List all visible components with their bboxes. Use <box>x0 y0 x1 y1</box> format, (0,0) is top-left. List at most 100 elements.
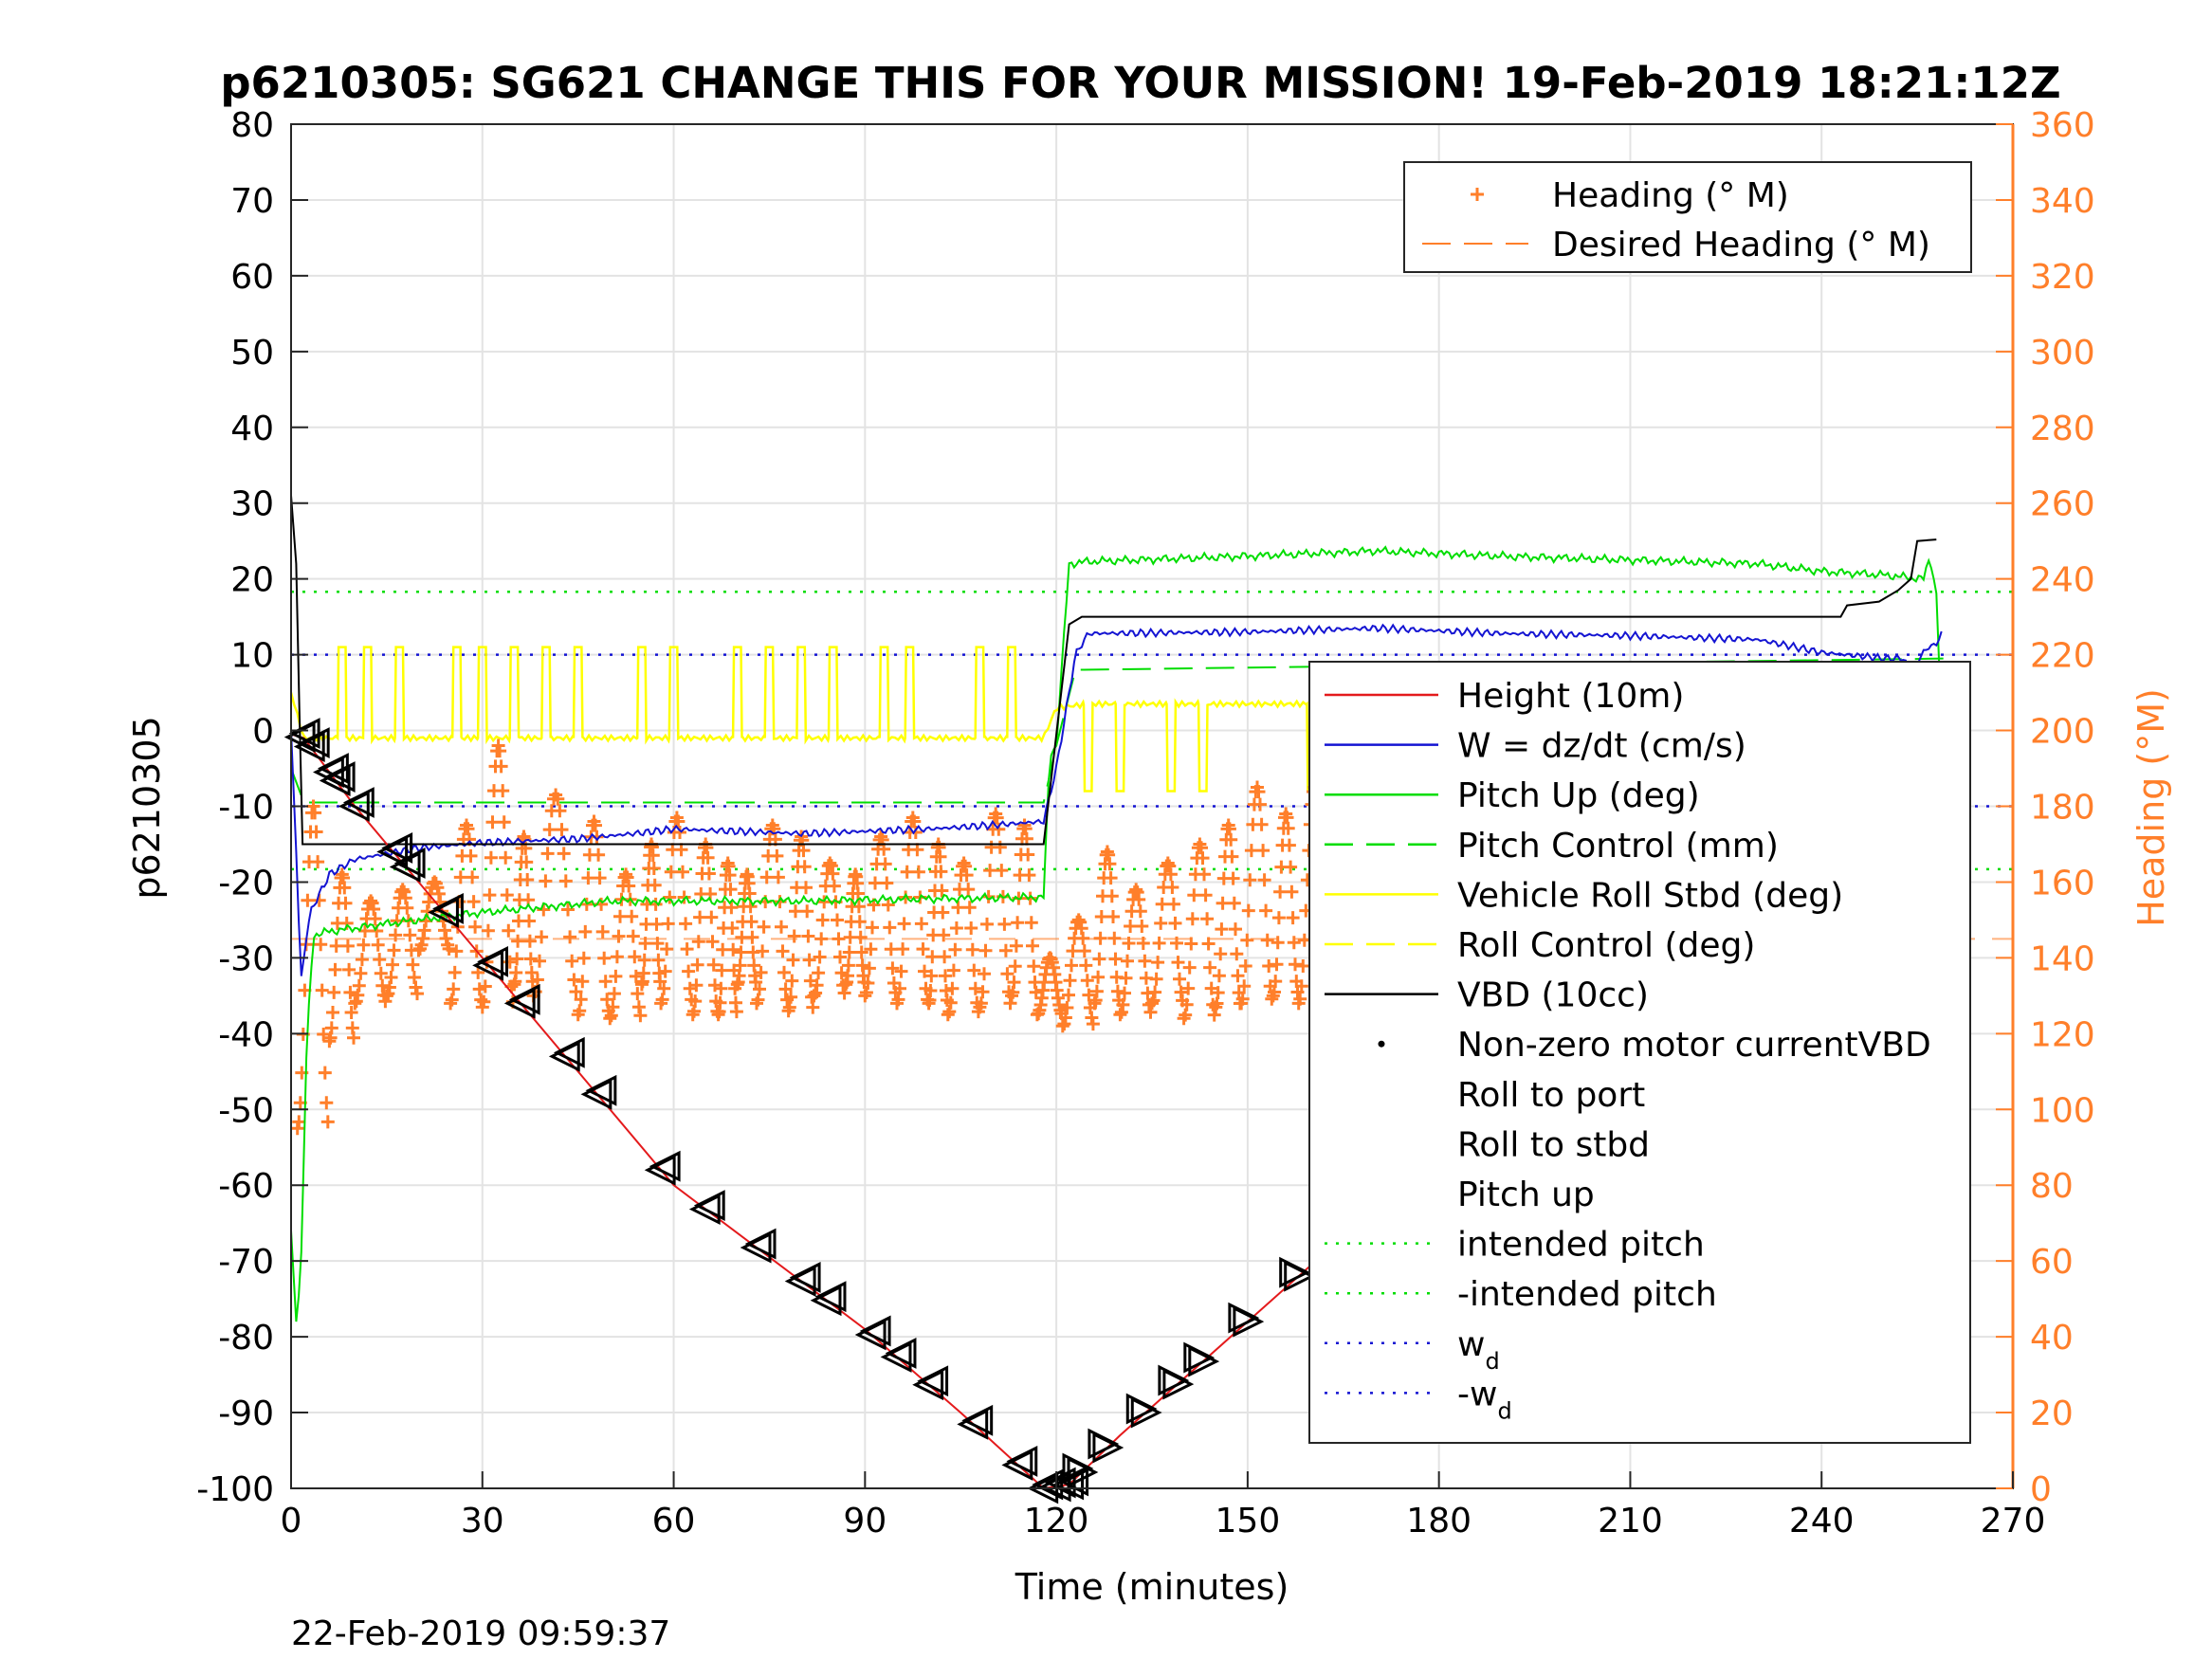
series-w <box>290 623 1943 976</box>
roll-to-stbd-marker <box>1228 1302 1260 1334</box>
legend-main: Height (10m) W = dz/dt (cm/s) Pitch Up (de… <box>1308 661 1971 1444</box>
roll-to-port-marker <box>693 1190 725 1221</box>
y2-tick-label: 80 <box>2030 1167 2074 1206</box>
roll-to-port-marker <box>553 1036 585 1068</box>
legend-label: Pitch up <box>1457 1176 1595 1214</box>
y-tick-label: 40 <box>230 410 274 448</box>
x-tick-label: 150 <box>1216 1502 1281 1540</box>
roll-to-port-marker <box>1032 1468 1064 1501</box>
roll-to-port-marker <box>744 1228 777 1260</box>
y2-tick-label: 20 <box>2030 1395 2074 1433</box>
roll-to-stbd-marker <box>1125 1393 1158 1425</box>
y-tick-label: -80 <box>218 1319 274 1358</box>
y2-tick-label: 100 <box>2030 1091 2095 1130</box>
y-tick-label: -70 <box>218 1243 274 1282</box>
legend-label: Pitch Control (mm) <box>1457 827 1779 866</box>
series-pitch-up <box>290 545 1943 1322</box>
roll-to-port-marker <box>885 1338 917 1369</box>
y-axis-label: p6210305 <box>126 716 168 899</box>
y-tick-label: -10 <box>218 789 274 828</box>
y2-tick-label: 300 <box>2030 334 2095 373</box>
legend-label: -intended pitch <box>1457 1275 1717 1314</box>
y-tick-label: -30 <box>218 939 274 978</box>
legend-label: VBD (10cc) <box>1457 976 1649 1015</box>
legend-label: Pitch Up (deg) <box>1457 776 1700 815</box>
legend-swatch <box>1378 1040 1385 1048</box>
roll-to-port-marker <box>1006 1445 1038 1477</box>
legend-label: Non-zero motor currentVBD <box>1457 1026 1931 1065</box>
roll-to-port-marker <box>649 1150 681 1182</box>
roll-to-port-marker <box>961 1404 994 1436</box>
legend-label: Vehicle Roll Stbd (deg) <box>1457 876 1843 915</box>
y2-tick-label: 360 <box>2030 106 2095 145</box>
roll-to-port-marker <box>393 848 426 879</box>
x-tick-label: 60 <box>652 1502 696 1540</box>
y-tick-label: 0 <box>252 713 274 752</box>
y2-tick-label: 180 <box>2030 789 2095 828</box>
roll-to-port-marker <box>508 983 540 1015</box>
y2-tick-label: 280 <box>2030 410 2095 448</box>
roll-to-port-marker <box>432 892 464 924</box>
y-tick-label: 20 <box>230 561 274 600</box>
y2-tick-label: 220 <box>2030 637 2095 676</box>
x-tick-label: 210 <box>1598 1502 1663 1540</box>
y-tick-label: -40 <box>218 1015 274 1054</box>
legend-label: Height (10m) <box>1457 677 1684 716</box>
y-tick-label: 30 <box>230 485 274 524</box>
y-tick-label: -100 <box>196 1470 274 1509</box>
legend-main-box <box>1308 661 1971 1444</box>
legend-label-subscript: d <box>1497 1397 1511 1424</box>
x-tick-label: 180 <box>1406 1502 1472 1540</box>
series-pitch-control <box>290 657 1949 804</box>
legend-heading: Heading (° M) Desired Heading (° M) <box>1403 161 1972 273</box>
roll-to-stbd-marker <box>1062 1452 1094 1485</box>
y2-tick-label: 240 <box>2030 561 2095 600</box>
y2-tick-label: 120 <box>2030 1015 2095 1054</box>
y-tick-label: 10 <box>230 637 274 676</box>
y2-axis-label: Heading (°M) <box>2130 688 2172 927</box>
legend-heading-label: Heading (° M) <box>1552 176 1789 215</box>
x-axis-label: Time (minutes) <box>1015 1566 1289 1608</box>
legend-heading-box <box>1403 161 1972 273</box>
timestamp-footer: 22-Feb-2019 09:59:37 <box>291 1614 670 1653</box>
legend-label: W = dz/dt (cm/s) <box>1457 727 1746 766</box>
roll-to-stbd-marker <box>1279 1256 1311 1288</box>
roll-to-stbd-marker <box>1183 1341 1216 1374</box>
y-tick-label: 80 <box>230 106 274 145</box>
roll-to-port-marker <box>381 832 413 864</box>
y2-tick-label: 200 <box>2030 713 2095 752</box>
y-axis-left-ticks: -100-90-80-70-60-50-40-30-20-10010203040… <box>196 106 308 1509</box>
roll-to-port-marker <box>789 1262 821 1293</box>
x-tick-label: 0 <box>281 1502 302 1540</box>
roll-to-port-marker <box>298 727 330 758</box>
y-tick-label: 70 <box>230 182 274 221</box>
legend-label: Roll Control (deg) <box>1457 926 1755 965</box>
legend-label-subscript: d <box>1485 1348 1499 1375</box>
legend-heading-swatch <box>1471 188 1484 201</box>
y2-tick-label: 160 <box>2030 864 2095 902</box>
x-tick-label: 270 <box>1981 1502 2046 1540</box>
y2-tick-label: 340 <box>2030 182 2095 221</box>
y-tick-label: -60 <box>218 1167 274 1206</box>
y-tick-label: 60 <box>230 258 274 297</box>
roll-to-stbd-marker <box>1088 1428 1120 1460</box>
y2-tick-label: 260 <box>2030 485 2095 524</box>
legend-label: Roll to stbd <box>1457 1125 1650 1164</box>
y2-tick-label: 0 <box>2030 1470 2052 1509</box>
y-tick-label: -50 <box>218 1091 274 1130</box>
y-tick-label: -20 <box>218 864 274 902</box>
x-tick-label: 120 <box>1024 1502 1089 1540</box>
y-tick-label: -90 <box>218 1395 274 1433</box>
y2-tick-label: 60 <box>2030 1243 2074 1282</box>
legend-heading-label: Desired Heading (° M) <box>1552 226 1930 264</box>
x-tick-label: 30 <box>461 1502 504 1540</box>
x-tick-label: 240 <box>1789 1502 1855 1540</box>
y2-tick-label: 320 <box>2030 258 2095 297</box>
x-tick-label: 90 <box>843 1502 887 1540</box>
legend-label: intended pitch <box>1457 1226 1705 1265</box>
roll-to-port-marker <box>814 1281 847 1313</box>
roll-to-port-marker <box>323 761 356 793</box>
roll-to-port-marker <box>859 1315 891 1347</box>
legend-label: Roll to port <box>1457 1076 1645 1115</box>
